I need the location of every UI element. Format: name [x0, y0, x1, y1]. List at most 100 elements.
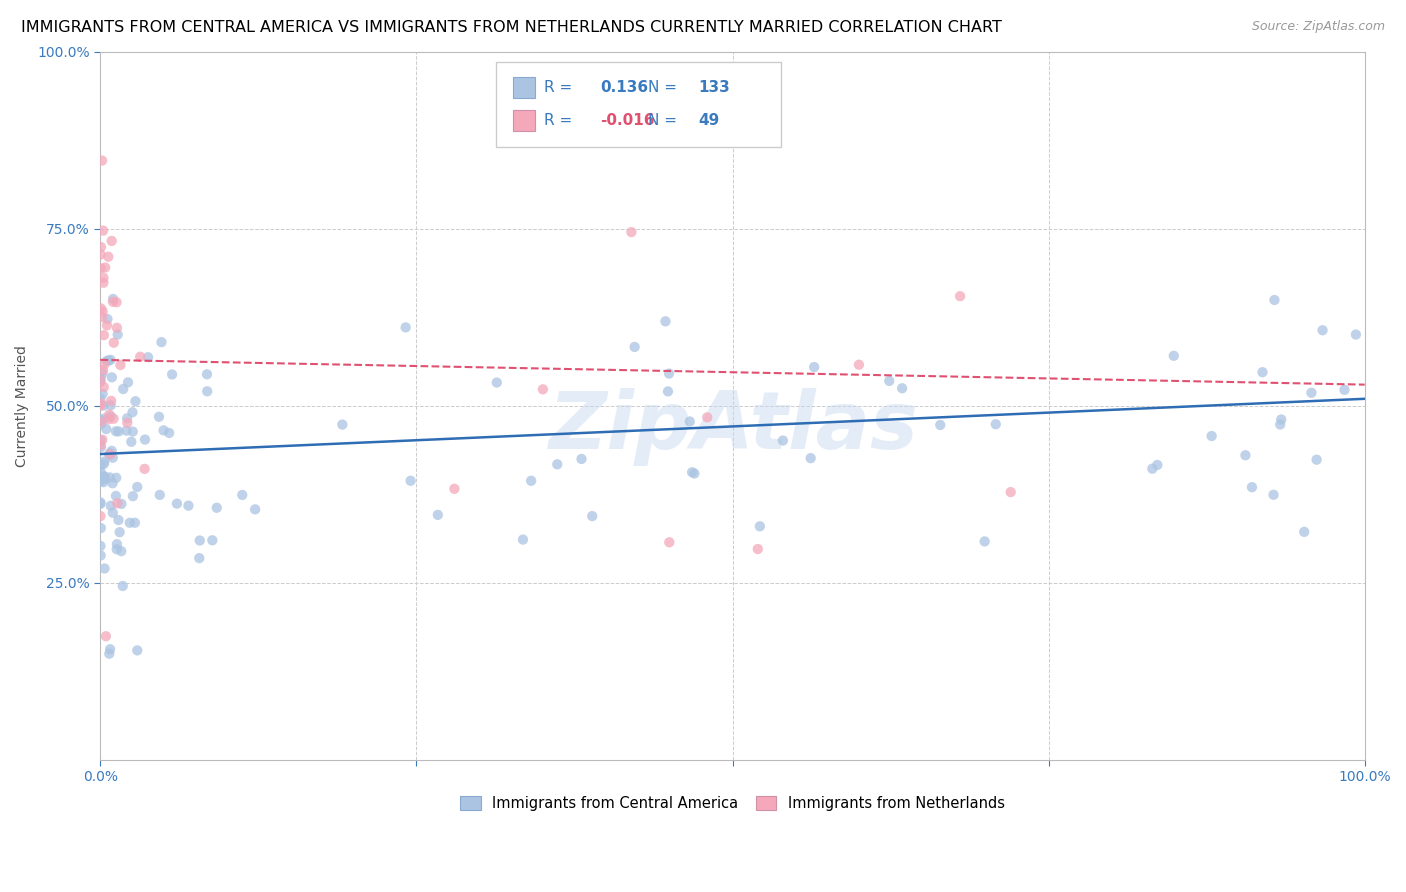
Point — [166, 497, 188, 511]
Point — [101, 292, 124, 306]
Text: 49: 49 — [699, 113, 720, 128]
Point — [134, 462, 156, 476]
Point — [103, 411, 125, 425]
Point — [90, 396, 112, 410]
Point — [1146, 458, 1168, 472]
Point — [93, 472, 115, 486]
Point — [90, 474, 112, 488]
Point — [104, 489, 127, 503]
Point — [124, 394, 146, 409]
Point — [157, 425, 180, 440]
Point — [1301, 385, 1323, 400]
Point — [90, 413, 112, 427]
Point — [512, 533, 534, 547]
Point — [89, 374, 111, 388]
Point — [89, 495, 111, 509]
Point — [148, 409, 170, 424]
Text: N =: N = — [648, 79, 682, 95]
Point — [848, 358, 870, 372]
Point — [188, 533, 211, 548]
Point — [117, 376, 139, 390]
Point — [243, 502, 266, 516]
Point — [94, 469, 117, 483]
Point — [122, 489, 145, 503]
Legend: Immigrants from Central America, Immigrants from Netherlands: Immigrants from Central America, Immigra… — [454, 789, 1011, 816]
Point — [96, 422, 118, 436]
Point — [1263, 488, 1285, 502]
Point — [101, 370, 124, 384]
Point — [89, 509, 111, 524]
Point — [1263, 293, 1285, 307]
Text: 133: 133 — [699, 79, 730, 95]
Text: -0.016: -0.016 — [600, 113, 654, 128]
Point — [571, 452, 593, 467]
Point — [658, 367, 681, 381]
Point — [91, 304, 114, 318]
Point — [136, 350, 159, 364]
Point — [658, 535, 681, 549]
Point — [93, 457, 115, 471]
Point — [891, 381, 914, 395]
Point — [1270, 417, 1292, 432]
Point — [89, 415, 111, 429]
Point — [91, 363, 114, 377]
Point — [747, 541, 769, 556]
Point — [110, 544, 132, 558]
Point — [118, 516, 141, 530]
Point — [90, 465, 112, 479]
Point — [112, 382, 135, 396]
Point — [105, 542, 128, 557]
Point — [117, 416, 139, 430]
Point — [205, 500, 228, 515]
Point — [681, 465, 703, 479]
Text: R =: R = — [544, 113, 578, 128]
Point — [623, 340, 645, 354]
Point — [127, 480, 149, 494]
Point — [96, 353, 118, 368]
Point — [195, 384, 218, 399]
Point — [89, 539, 111, 553]
Point — [105, 496, 128, 510]
Point — [105, 537, 128, 551]
Text: Source: ZipAtlas.com: Source: ZipAtlas.com — [1251, 20, 1385, 33]
Point — [150, 335, 173, 350]
Point — [94, 629, 117, 643]
Point — [748, 519, 770, 533]
Point — [696, 410, 718, 425]
Point — [107, 513, 129, 527]
Point — [91, 224, 114, 238]
Point — [581, 509, 603, 524]
Point — [231, 488, 253, 502]
Point — [121, 405, 143, 419]
Point — [683, 467, 706, 481]
Point — [107, 425, 129, 439]
Point — [98, 647, 121, 661]
Point — [90, 440, 112, 454]
Point — [1201, 429, 1223, 443]
Point — [104, 424, 127, 438]
Point — [101, 476, 124, 491]
Point — [129, 350, 152, 364]
Point — [89, 473, 111, 487]
Point — [546, 458, 568, 472]
FancyBboxPatch shape — [496, 62, 780, 147]
Point — [1294, 524, 1316, 539]
Point — [949, 289, 972, 303]
Point — [101, 294, 124, 309]
Text: IMMIGRANTS FROM CENTRAL AMERICA VS IMMIGRANTS FROM NETHERLANDS CURRENTLY MARRIED: IMMIGRANTS FROM CENTRAL AMERICA VS IMMIG… — [21, 20, 1002, 35]
Point — [124, 516, 146, 530]
Point — [800, 451, 823, 466]
Point — [98, 448, 121, 462]
Point — [93, 475, 115, 490]
Point — [877, 374, 900, 388]
Point — [105, 320, 128, 334]
Point — [105, 471, 128, 485]
Point — [330, 417, 353, 432]
Point — [100, 234, 122, 248]
Point — [929, 417, 952, 432]
Point — [98, 642, 121, 657]
Point — [91, 153, 114, 168]
Point — [101, 506, 124, 520]
Point — [93, 561, 115, 575]
Point — [103, 335, 125, 350]
